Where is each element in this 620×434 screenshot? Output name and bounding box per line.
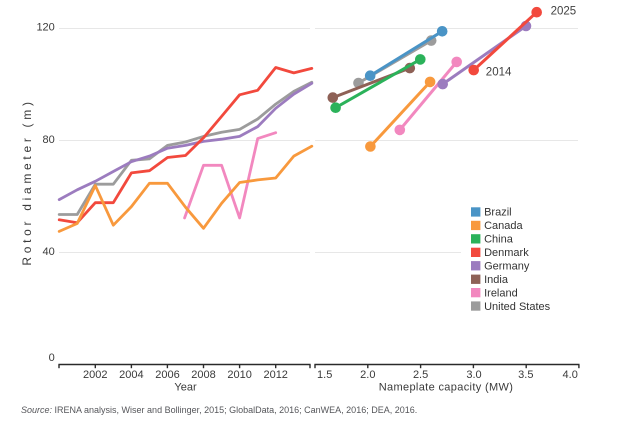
svg-text:Denmark: Denmark: [484, 247, 529, 259]
svg-text:1.5: 1.5: [317, 369, 332, 381]
svg-text:80: 80: [43, 134, 55, 146]
svg-text:Ireland: Ireland: [484, 287, 518, 299]
svg-text:Nameplate capacity (MW): Nameplate capacity (MW): [379, 381, 514, 393]
svg-text:Canada: Canada: [484, 220, 523, 232]
svg-text:2002: 2002: [83, 369, 107, 381]
svg-text:2006: 2006: [155, 369, 179, 381]
svg-text:China: China: [484, 234, 514, 246]
svg-text:4.0: 4.0: [563, 369, 578, 381]
svg-text:Rotor diameter (m): Rotor diameter (m): [20, 98, 34, 265]
svg-text:India: India: [484, 274, 509, 286]
svg-text:2010: 2010: [227, 369, 251, 381]
svg-text:2.5: 2.5: [413, 369, 428, 381]
svg-text:2025: 2025: [551, 6, 577, 18]
svg-text:3.5: 3.5: [518, 369, 533, 381]
svg-text:Source: IRENA analysis, Wiser: Source: IRENA analysis, Wiser and Bollin…: [21, 405, 417, 415]
svg-text:40: 40: [43, 246, 55, 258]
svg-text:United States: United States: [484, 301, 551, 313]
svg-text:2014: 2014: [486, 67, 512, 79]
svg-text:2004: 2004: [119, 369, 143, 381]
svg-text:2008: 2008: [191, 369, 215, 381]
svg-text:120: 120: [36, 22, 54, 34]
svg-text:Year: Year: [174, 381, 197, 393]
svg-text:2012: 2012: [263, 369, 287, 381]
svg-text:3.0: 3.0: [466, 369, 481, 381]
svg-text:0: 0: [49, 352, 55, 364]
svg-text:Brazil: Brazil: [484, 207, 512, 219]
svg-text:2.0: 2.0: [360, 369, 375, 381]
svg-text:Germany: Germany: [484, 261, 530, 273]
